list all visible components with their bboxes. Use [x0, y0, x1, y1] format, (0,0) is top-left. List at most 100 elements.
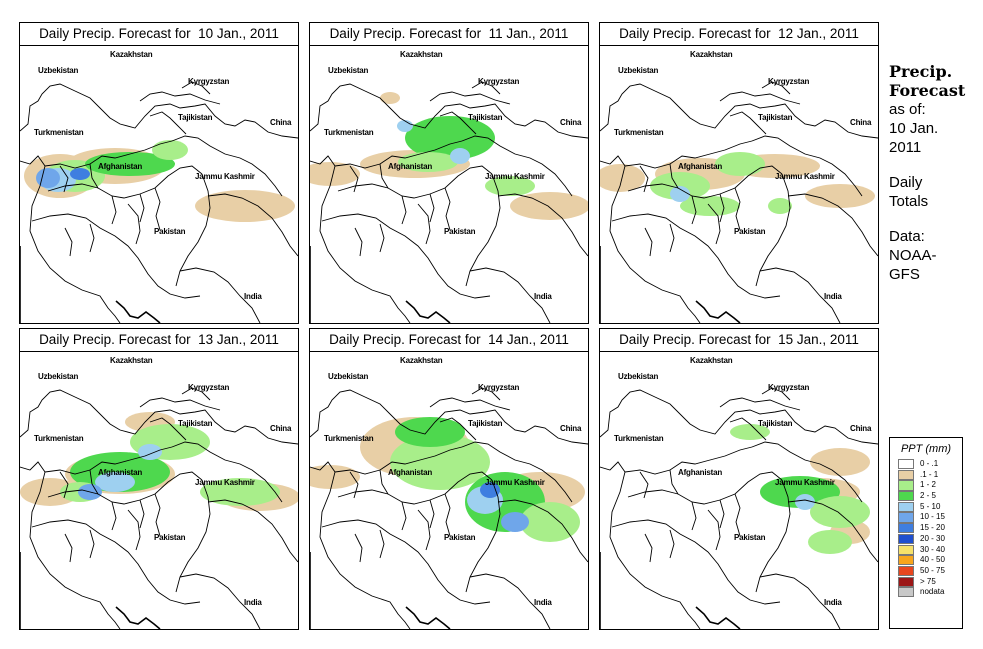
legend-swatch — [898, 523, 914, 534]
map-label-kazakhstan: Kazakhstan — [690, 50, 733, 59]
border-line — [207, 499, 298, 563]
border-line — [401, 501, 407, 531]
border-line — [64, 533, 73, 563]
border-line — [729, 417, 767, 441]
map-label-jammu-kashmir: Jammu Kashmir — [195, 478, 255, 487]
border-line — [465, 479, 501, 593]
panel-title: Daily Precip. Forecast for 10 Jan., 2011 — [20, 23, 298, 46]
border-line — [171, 441, 283, 503]
map-label-kyrgyzstan: Kyrgyzstan — [188, 383, 230, 392]
border-line — [379, 469, 389, 495]
border-line — [734, 493, 741, 537]
border-line — [469, 267, 551, 323]
border-line — [611, 519, 781, 605]
border-line — [334, 140, 463, 169]
border-line — [497, 499, 588, 563]
border-line — [429, 499, 435, 529]
map-label-india: India — [534, 598, 552, 607]
border-line — [127, 509, 141, 551]
border-line — [139, 499, 145, 529]
border-line — [47, 471, 203, 505]
legend-row: 2 - 5 — [890, 491, 962, 502]
legend-range-label: 1 - 2 — [920, 480, 937, 490]
map-label-uzbekistan: Uzbekistan — [38, 66, 79, 75]
border-line — [600, 83, 878, 139]
map-label-china: China — [270, 118, 292, 127]
border-line — [627, 471, 783, 505]
border-line — [171, 135, 283, 197]
border-line — [469, 573, 551, 629]
legend-row: 20 - 30 — [890, 533, 962, 545]
border-line — [751, 441, 863, 503]
border-line — [465, 173, 501, 287]
precip-area — [405, 116, 495, 160]
border-line — [719, 193, 725, 223]
precip-map: Kazakhstan Uzbekistan Kyrgyzstan Tajikistan… — [310, 46, 588, 323]
border-line — [417, 509, 431, 551]
map-label-turkmenistan: Turkmenistan — [34, 128, 84, 137]
totals-label: Totals — [889, 193, 929, 210]
border-line — [310, 389, 588, 445]
legend-range-label: .1 - 1 — [920, 469, 939, 479]
map-canvas — [310, 81, 588, 323]
map-canvas — [310, 387, 588, 629]
legend-row: > 75 — [890, 576, 962, 588]
map-label-uzbekistan: Uzbekistan — [328, 372, 369, 381]
precip-area — [520, 502, 580, 542]
border-line — [759, 267, 841, 323]
border-line — [429, 397, 511, 411]
border-line — [624, 140, 753, 169]
map-label-kazakhstan: Kazakhstan — [690, 356, 733, 365]
coastline — [600, 246, 741, 323]
border-line — [31, 519, 201, 605]
map-label-kazakhstan: Kazakhstan — [110, 50, 153, 59]
map-label-turkmenistan: Turkmenistan — [614, 434, 664, 443]
border-line — [354, 533, 363, 563]
border-line — [181, 387, 211, 401]
map-label-pakistan: Pakistan — [154, 533, 186, 542]
map-label-india: India — [244, 598, 262, 607]
border-line — [439, 111, 477, 135]
border-line — [59, 471, 69, 499]
border-line — [439, 417, 477, 441]
border-line — [719, 397, 801, 411]
border-line — [139, 397, 221, 411]
border-line — [461, 441, 573, 503]
map-label-tajikistan: Tajikistan — [178, 419, 213, 428]
border-line — [444, 493, 451, 537]
precip-area — [510, 192, 588, 220]
precip-area — [310, 162, 360, 186]
legend-swatch — [898, 576, 914, 587]
map-label-kyrgyzstan: Kyrgyzstan — [478, 77, 520, 86]
border-line — [639, 165, 649, 193]
coastline — [310, 552, 451, 629]
legend-row: 1 - 2 — [890, 480, 962, 491]
border-line — [349, 471, 359, 499]
map-label-turkmenistan: Turkmenistan — [34, 434, 84, 443]
map-label-afghanistan: Afghanistan — [678, 162, 723, 171]
border-line — [461, 135, 573, 197]
border-line — [379, 163, 389, 189]
border-line — [611, 213, 781, 299]
border-line — [707, 203, 721, 245]
border-line — [719, 91, 801, 105]
map-canvas — [20, 387, 298, 629]
precip-map: Kazakhstan Uzbekistan Kyrgyzstan Tajikistan… — [20, 352, 298, 629]
precip-area — [805, 184, 875, 208]
legend-row: 50 - 75 — [890, 565, 962, 577]
border-line — [20, 461, 121, 629]
border-line — [354, 227, 363, 257]
border-line — [639, 471, 649, 499]
border-line — [89, 529, 95, 559]
precip-area — [730, 424, 770, 440]
border-line — [729, 111, 767, 135]
border-line — [349, 165, 359, 193]
border-line — [644, 227, 653, 257]
map-label-turkmenistan: Turkmenistan — [324, 128, 374, 137]
map-label-india: India — [824, 598, 842, 607]
map-label-china: China — [850, 424, 872, 433]
map-label-pakistan: Pakistan — [734, 227, 766, 236]
border-line — [89, 223, 95, 253]
forecast-panel-jan-12: Daily Precip. Forecast for 12 Jan., 2011… — [599, 22, 879, 324]
